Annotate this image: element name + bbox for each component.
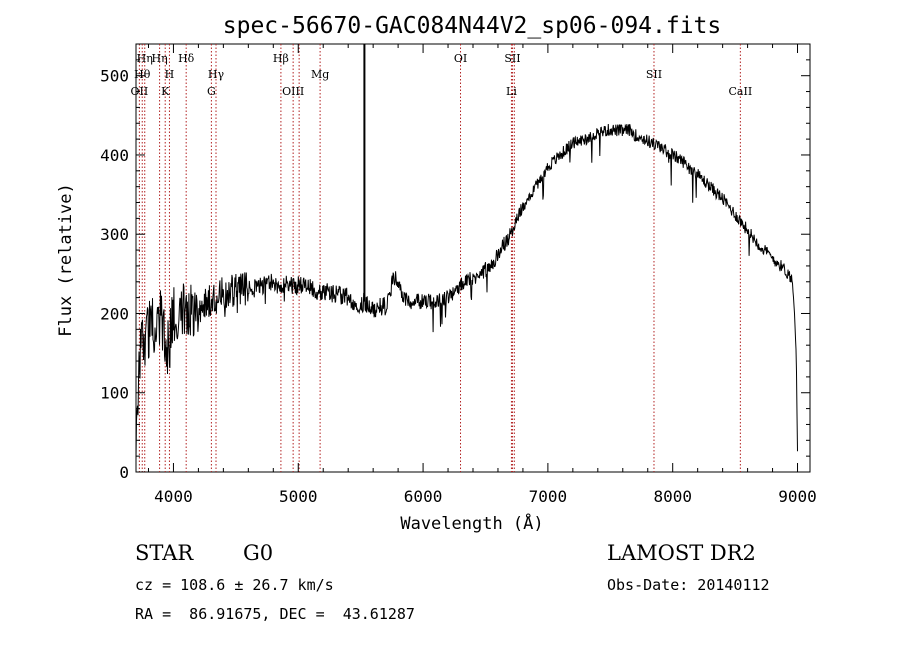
- object-subclass: G0: [243, 541, 273, 565]
- plot-frame: [135, 43, 811, 473]
- spectrum-series: [135, 123, 798, 460]
- redshift-velocity: cz = 108.6 ± 26.7 km/s: [135, 576, 334, 594]
- line-marker-label: Hγ: [208, 68, 225, 81]
- line-marker-label: Mg: [311, 68, 329, 81]
- x-tick-label: 5000: [279, 487, 318, 506]
- y-tick-label: 100: [100, 384, 129, 403]
- x-axis-ticks: 4000 5000 6000 7000 8000 9000: [147, 44, 817, 506]
- x-tick-label: 7000: [529, 487, 568, 506]
- line-marker-label: SII: [504, 52, 520, 65]
- y-tick-label: 200: [100, 304, 129, 323]
- x-tick-label: 6000: [404, 487, 443, 506]
- survey-name: LAMOST DR2: [607, 541, 756, 565]
- observation-date: Obs-Date: 20140112: [607, 576, 770, 594]
- line-marker-label: Hδ: [178, 52, 195, 65]
- x-axis-label: Wavelength (Å): [400, 512, 543, 534]
- x-tick-label: 9000: [778, 487, 817, 506]
- y-tick-label: 300: [100, 225, 129, 244]
- line-marker-label: SII: [646, 68, 662, 81]
- line-marker-label: Li: [506, 85, 517, 98]
- coordinates: RA = 86.91675, DEC = 43.61287: [135, 605, 415, 623]
- object-class: STAR: [135, 541, 194, 565]
- line-marker-label: Hβ: [273, 52, 289, 65]
- emission-line-markers: [138, 44, 741, 472]
- line-marker-label: Hθ: [134, 68, 151, 81]
- line-marker-label: OI: [454, 52, 467, 65]
- line-marker-label: OIII: [282, 85, 304, 98]
- y-axis-ticks: 0 100 200 300 400 500: [100, 43, 810, 482]
- line-marker-label: H: [165, 68, 175, 81]
- y-axis-label: Flux (relative): [56, 183, 76, 337]
- line-marker-label: G: [207, 85, 216, 98]
- y-tick-label: 0: [119, 463, 129, 482]
- y-tick-label: 500: [100, 67, 129, 86]
- line-marker-label: CaII: [729, 85, 753, 98]
- chart-title: spec-56670-GAC084N44V2_sp06-094.fits: [223, 13, 722, 39]
- x-tick-label: 4000: [154, 487, 193, 506]
- line-marker-label: Hη: [151, 52, 167, 65]
- spectrum-line: [135, 123, 798, 460]
- x-tick-label: 8000: [653, 487, 692, 506]
- y-tick-label: 400: [100, 146, 129, 165]
- line-marker-label: K: [161, 85, 170, 98]
- line-marker-label: Hη: [137, 52, 153, 65]
